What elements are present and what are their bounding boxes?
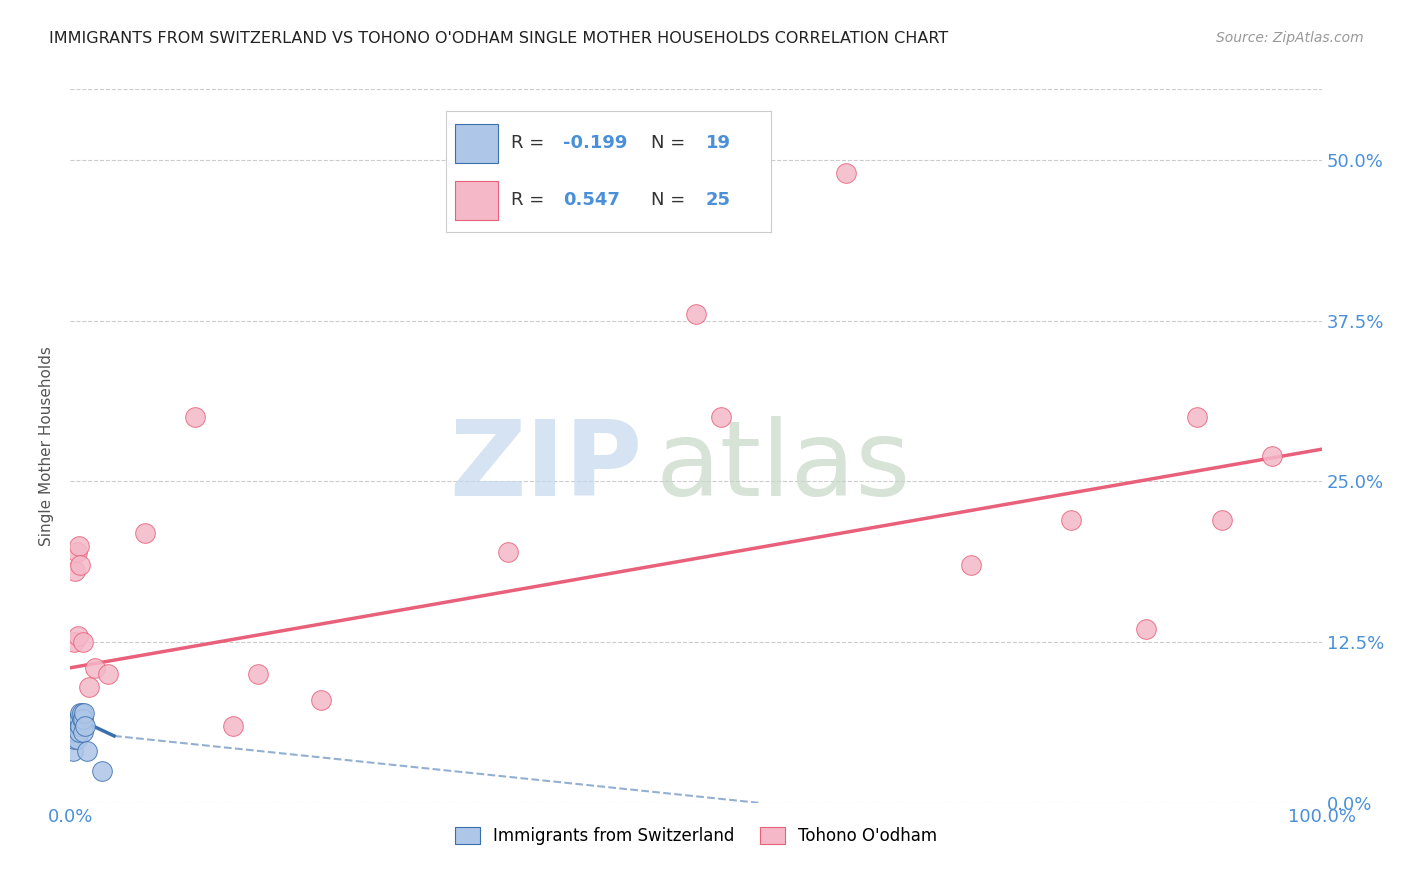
Point xyxy=(67,712,90,726)
Legend: Immigrants from Switzerland, Tohono O'odham: Immigrants from Switzerland, Tohono O'od… xyxy=(449,820,943,852)
Point xyxy=(63,635,86,649)
Point xyxy=(835,166,858,180)
Point xyxy=(1260,449,1282,463)
Point xyxy=(65,565,87,579)
Point xyxy=(72,635,94,649)
Point xyxy=(65,545,87,559)
Point xyxy=(1211,513,1233,527)
Point xyxy=(73,706,96,720)
Point xyxy=(65,719,87,733)
Point xyxy=(62,744,84,758)
Point xyxy=(309,693,332,707)
Point xyxy=(69,719,91,733)
Point xyxy=(70,706,93,720)
Point xyxy=(76,744,98,758)
Point xyxy=(685,307,707,321)
Point xyxy=(66,629,89,643)
Text: Source: ZipAtlas.com: Source: ZipAtlas.com xyxy=(1216,31,1364,45)
Point xyxy=(1135,622,1157,636)
Point xyxy=(67,539,90,553)
Point xyxy=(65,731,87,746)
Text: ZIP: ZIP xyxy=(450,417,643,518)
Point xyxy=(184,410,207,425)
Point xyxy=(710,410,733,425)
Point xyxy=(65,725,87,739)
Point xyxy=(97,667,120,681)
Point xyxy=(63,731,86,746)
Point xyxy=(1185,410,1208,425)
Point xyxy=(77,680,100,694)
Point xyxy=(498,545,520,559)
Point xyxy=(90,764,112,778)
Point xyxy=(134,525,156,540)
Point xyxy=(75,719,97,733)
Point xyxy=(222,719,245,733)
Text: atlas: atlas xyxy=(657,417,911,518)
Text: IMMIGRANTS FROM SWITZERLAND VS TOHONO O'ODHAM SINGLE MOTHER HOUSEHOLDS CORRELATI: IMMIGRANTS FROM SWITZERLAND VS TOHONO O'… xyxy=(49,31,949,46)
Point xyxy=(69,706,91,720)
Y-axis label: Single Mother Households: Single Mother Households xyxy=(39,346,55,546)
Point xyxy=(72,725,94,739)
Point xyxy=(72,712,94,726)
Point xyxy=(69,558,91,572)
Point xyxy=(66,719,89,733)
Point xyxy=(84,661,107,675)
Point xyxy=(1060,513,1083,527)
Point xyxy=(960,558,983,572)
Point xyxy=(70,712,93,726)
Point xyxy=(247,667,270,681)
Point xyxy=(66,712,89,726)
Point xyxy=(67,725,90,739)
